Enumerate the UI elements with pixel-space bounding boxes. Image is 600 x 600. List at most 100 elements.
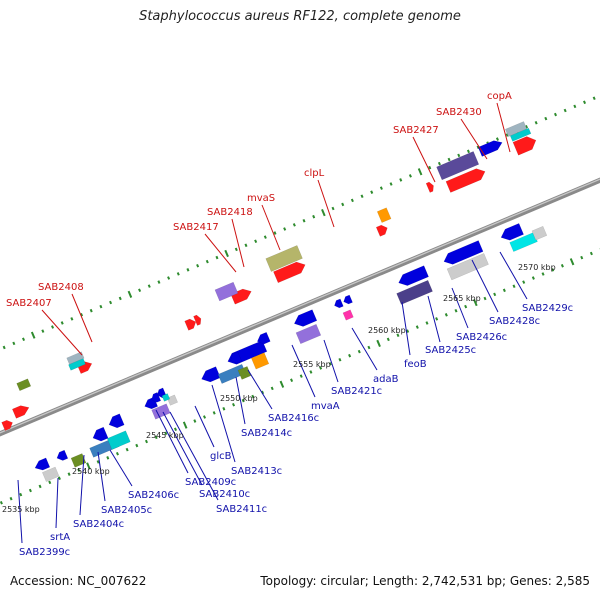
reverse-leader-line xyxy=(162,411,203,486)
tick-mark xyxy=(551,268,555,272)
tick-mark xyxy=(99,304,103,309)
reverse-gene-label: SAB2404c xyxy=(73,519,124,530)
tick-mark xyxy=(290,378,294,382)
forward-gene-arrow xyxy=(425,181,434,193)
tick-mark xyxy=(573,104,577,109)
tick-mark xyxy=(283,227,287,231)
tick-mark xyxy=(118,296,122,301)
reverse-leader-line xyxy=(235,376,246,425)
reverse-gene-arrow xyxy=(334,298,344,309)
forward-gene-label: SAB2418 xyxy=(207,207,253,218)
reverse-gene-arrow xyxy=(343,294,353,305)
tick-mark xyxy=(466,149,470,154)
forward-gene-arrow xyxy=(273,261,306,284)
reverse-gene-label: mvaA xyxy=(311,401,340,412)
tick-mark xyxy=(473,298,478,307)
tick-mark xyxy=(376,339,381,348)
tick-mark xyxy=(580,255,584,260)
kbp-label: 2535 kbp xyxy=(2,505,40,514)
gene-block xyxy=(161,393,171,402)
lower-tick-row xyxy=(0,248,600,505)
reverse-leader-line xyxy=(169,411,219,501)
tick-mark xyxy=(77,468,81,472)
gene-block xyxy=(68,358,86,371)
tick-mark xyxy=(447,157,451,162)
tick-mark xyxy=(425,321,429,325)
gene-block xyxy=(41,466,60,482)
tick-mark xyxy=(135,443,139,448)
reverse-gene-arrow xyxy=(92,426,109,442)
tick-mark xyxy=(569,258,575,266)
tick-mark xyxy=(396,333,400,338)
gene-block xyxy=(436,151,480,181)
reverse-gene-arrow xyxy=(500,223,524,241)
reverse-gene-label: srtA xyxy=(50,532,70,543)
kbp-label: 2550 kbp xyxy=(220,394,258,403)
tick-mark xyxy=(541,272,545,276)
reverse-gene-arrow xyxy=(34,457,51,471)
gene-block xyxy=(166,394,179,406)
map-title: Staphylococcus aureus RF122, complete ge… xyxy=(139,9,461,24)
reverse-gene-arrow xyxy=(398,265,429,286)
accession-text: Accession: NC_007622 xyxy=(10,574,147,588)
gene-block xyxy=(16,378,32,392)
reverse-gene-label: SAB2425c xyxy=(425,345,476,356)
label-leaders xyxy=(17,102,528,544)
kbp-label: 2540 kbp xyxy=(72,467,110,476)
tick-mark xyxy=(182,421,188,429)
reverse-leader-line xyxy=(155,409,189,474)
tick-mark xyxy=(444,313,448,317)
gene-block xyxy=(342,309,354,321)
reverse-gene-arrow xyxy=(293,309,318,327)
tick-mark xyxy=(125,447,129,452)
tick-mark xyxy=(115,451,119,456)
reverse-gene-label: SAB2399c xyxy=(19,547,70,558)
forward-leader-line xyxy=(71,293,93,343)
tick-mark xyxy=(234,247,238,252)
tick-mark xyxy=(244,243,248,248)
forward-gene-arrow xyxy=(375,224,388,237)
tick-mark xyxy=(19,492,23,497)
reverse-leader-line xyxy=(291,344,316,398)
tick-mark xyxy=(96,460,100,464)
forward-gene-label: SAB2417 xyxy=(173,222,219,233)
reverse-gene-label: SAB2406c xyxy=(128,490,179,501)
gene-block xyxy=(106,430,131,450)
tick-mark xyxy=(502,288,506,293)
reverse-gene-label: SAB2416c xyxy=(268,413,319,424)
tick-mark xyxy=(212,411,216,415)
tick-mark xyxy=(357,349,361,354)
forward-gene-arrow xyxy=(445,168,486,193)
reverse-gene-label: SAB2411c xyxy=(216,504,267,515)
tick-mark xyxy=(38,484,42,489)
tick-mark xyxy=(312,214,316,219)
gene-block xyxy=(70,453,87,468)
forward-gene-label: SAB2430 xyxy=(436,107,482,118)
tick-mark xyxy=(167,276,171,280)
tick-mark xyxy=(86,462,91,470)
tick-mark xyxy=(224,249,229,258)
tick-mark xyxy=(41,329,45,333)
reverse-leader-line xyxy=(79,454,85,516)
upper-tick-row xyxy=(2,96,596,350)
reverse-gene-label: adaB xyxy=(373,374,399,385)
tick-mark xyxy=(48,480,52,485)
kbp-label: 2555 kbp xyxy=(293,360,331,369)
reverse-leader-line xyxy=(17,479,23,544)
gene-labels: 2535 kbp 2540 kbp 2545 kbp 2550 kbp 2555 kbp… xyxy=(2,91,573,558)
tick-mark xyxy=(350,198,354,203)
forward-gene-label: SAB2408 xyxy=(38,282,84,293)
reverse-leader-line xyxy=(211,384,236,463)
tick-mark xyxy=(583,100,587,105)
reverse-gene-label: SAB2409c xyxy=(185,477,236,488)
tick-mark xyxy=(560,264,564,268)
reverse-gene-label: SAB2405c xyxy=(101,505,152,516)
reverse-gene-label: SAB2414c xyxy=(241,428,292,439)
tick-mark xyxy=(379,186,383,190)
tick-mark xyxy=(57,476,61,481)
gene-block xyxy=(295,323,322,345)
tick-mark xyxy=(408,174,412,178)
tick-mark xyxy=(2,345,6,350)
reverse-gene-label: feoB xyxy=(404,359,427,370)
tick-mark xyxy=(544,116,548,121)
